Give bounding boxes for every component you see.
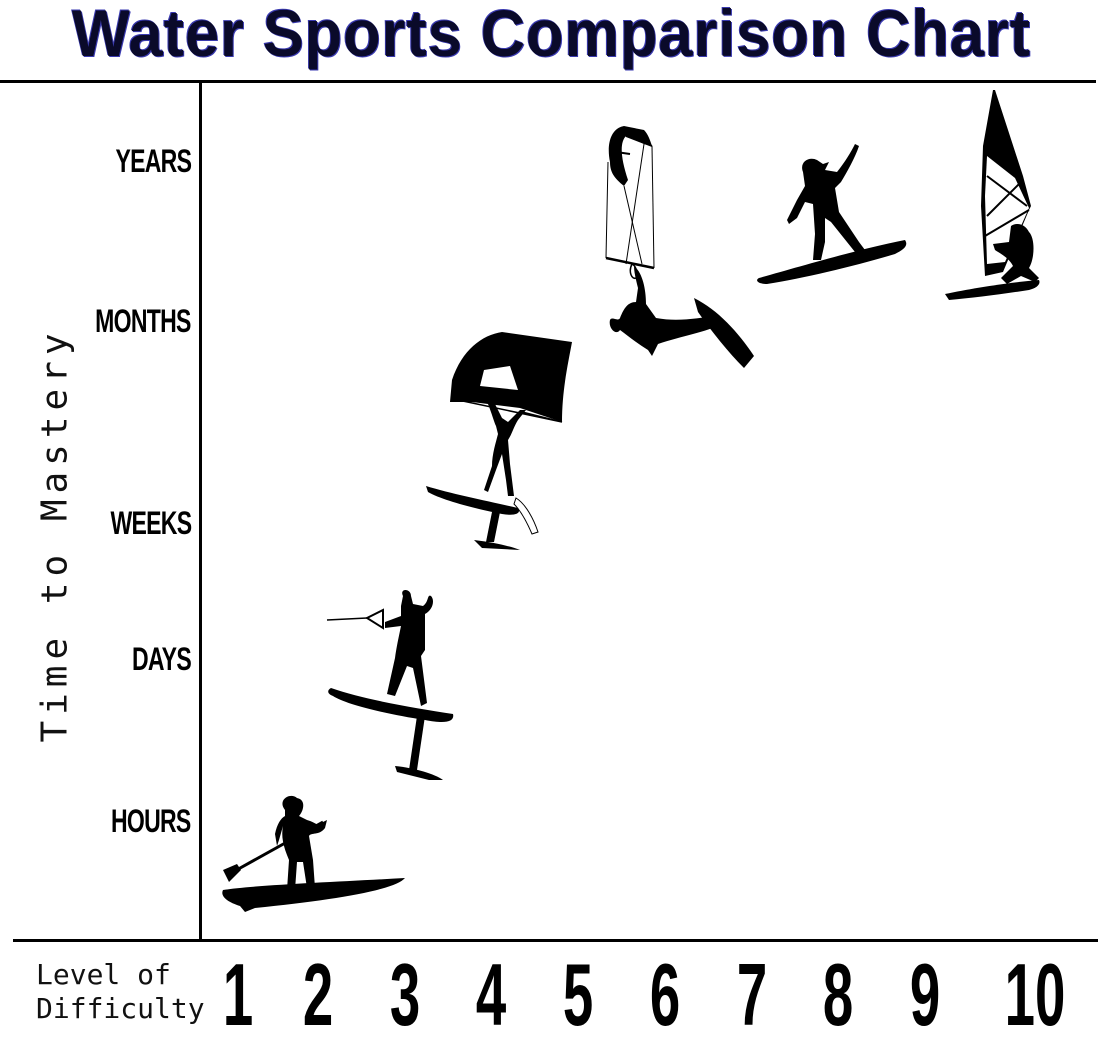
x-tick-1: 1 (222, 945, 254, 1044)
x-tick-5: 5 (562, 945, 594, 1044)
x-axis-line (13, 939, 1098, 942)
y-axis-label: Time to Mastery (34, 327, 76, 743)
x-axis-label-line1: Level of (36, 958, 171, 991)
wakefoil-silhouette-icon (325, 588, 460, 788)
kiteboard-silhouette-icon (598, 122, 763, 372)
wingfoil-silhouette-icon (422, 330, 587, 555)
y-tick-months: MONTHS (95, 303, 191, 339)
y-axis-line (199, 83, 202, 940)
windsurf-silhouette-icon (943, 86, 1043, 301)
x-tick-10: 10 (1004, 945, 1066, 1044)
sup-silhouette-icon (215, 790, 410, 915)
x-tick-2: 2 (302, 945, 334, 1044)
y-tick-days: DAYS (131, 641, 192, 677)
y-tick-years: YEARS (115, 143, 192, 179)
x-tick-8: 8 (822, 945, 854, 1044)
x-tick-7: 7 (736, 945, 768, 1044)
x-tick-6: 6 (649, 945, 681, 1044)
x-axis-label-line2: Difficulty (36, 992, 205, 1025)
x-axis-label: Level of Difficulty (36, 958, 205, 1026)
y-tick-weeks: WEEKS (110, 505, 192, 541)
surf-silhouette-icon (755, 142, 910, 287)
y-tick-hours: HOURS (111, 803, 191, 839)
x-tick-9: 9 (909, 945, 941, 1044)
chart-title: Water Sports Comparison Chart (71, 0, 1032, 70)
x-tick-4: 4 (475, 945, 507, 1044)
top-divider (0, 80, 1096, 83)
x-tick-3: 3 (389, 945, 421, 1044)
